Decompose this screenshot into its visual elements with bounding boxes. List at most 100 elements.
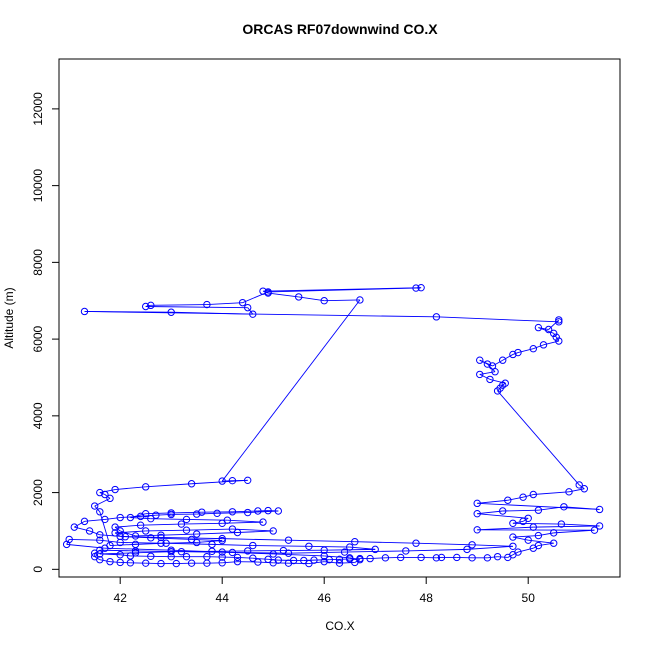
y-axis-label: Altitude (m) bbox=[2, 287, 16, 348]
series-segment bbox=[492, 359, 503, 367]
x-tick-label: 46 bbox=[318, 591, 332, 605]
data-point bbox=[550, 329, 558, 338]
data-point bbox=[172, 559, 181, 568]
y-tick-label: 6000 bbox=[31, 325, 45, 352]
data-point bbox=[233, 528, 242, 537]
series-segment bbox=[512, 535, 539, 538]
series-segment bbox=[120, 530, 136, 537]
data-point bbox=[62, 540, 71, 549]
data-point bbox=[147, 514, 155, 523]
data-point bbox=[264, 288, 272, 296]
y-tick-label: 10000 bbox=[31, 169, 45, 203]
series-segment bbox=[94, 497, 111, 507]
data-point bbox=[238, 298, 247, 307]
data-point bbox=[432, 554, 441, 562]
series-segment bbox=[288, 551, 345, 554]
series-segment bbox=[99, 549, 136, 552]
series-segment bbox=[568, 488, 585, 493]
data-point bbox=[193, 538, 201, 547]
series-segment bbox=[436, 316, 559, 323]
data-point bbox=[476, 356, 484, 364]
series-segment bbox=[252, 545, 309, 547]
data-point bbox=[340, 548, 349, 556]
data-point bbox=[121, 533, 130, 541]
data-point bbox=[228, 476, 237, 485]
data-point bbox=[305, 542, 313, 551]
series-segment bbox=[94, 505, 101, 513]
data-point bbox=[473, 499, 481, 508]
series-segment bbox=[466, 545, 513, 550]
data-point bbox=[325, 556, 333, 564]
data-point bbox=[550, 539, 558, 547]
data-point bbox=[96, 546, 104, 554]
data-point bbox=[356, 296, 364, 304]
series-segment bbox=[533, 491, 570, 495]
data-point bbox=[228, 525, 237, 533]
data-point bbox=[157, 533, 165, 542]
data-point bbox=[539, 341, 548, 349]
data-point bbox=[96, 508, 104, 516]
data-point bbox=[187, 559, 196, 567]
series-segment bbox=[487, 363, 496, 373]
data-point bbox=[167, 510, 175, 519]
data-point bbox=[80, 307, 89, 316]
data-point bbox=[397, 553, 405, 562]
data-point bbox=[147, 534, 155, 542]
data-point bbox=[264, 555, 272, 564]
data-point bbox=[269, 527, 277, 535]
series-segment bbox=[115, 530, 146, 534]
series-segment bbox=[196, 532, 238, 535]
data-point bbox=[514, 348, 522, 357]
data-point bbox=[402, 547, 410, 555]
data-point bbox=[575, 481, 583, 489]
data-point bbox=[412, 539, 420, 547]
data-point bbox=[218, 477, 226, 485]
data-point bbox=[218, 559, 226, 567]
data-point bbox=[126, 513, 135, 522]
data-point bbox=[544, 325, 553, 334]
data-point bbox=[203, 559, 211, 567]
series-segment bbox=[268, 287, 417, 293]
series-segment bbox=[517, 547, 534, 553]
series-segment bbox=[135, 551, 172, 554]
data-point bbox=[254, 558, 262, 566]
series-segment bbox=[538, 327, 554, 334]
y-tick-label: 0 bbox=[31, 566, 45, 573]
series-segment bbox=[339, 561, 355, 564]
data-point bbox=[111, 523, 119, 531]
series-segment bbox=[533, 525, 600, 528]
data-point bbox=[476, 370, 484, 379]
data-point bbox=[208, 547, 216, 555]
data-point bbox=[529, 523, 537, 531]
y-axis: 0 2000 4000 6000 8000 10000 12000 bbox=[31, 92, 60, 573]
series-segment bbox=[99, 511, 111, 546]
data-point bbox=[437, 553, 446, 562]
data-point bbox=[101, 490, 109, 499]
data-point bbox=[565, 488, 573, 496]
series-segment bbox=[99, 534, 126, 538]
data-point bbox=[274, 507, 282, 515]
series-segment bbox=[298, 296, 325, 302]
series-segment bbox=[268, 292, 299, 298]
series-segment bbox=[74, 526, 90, 532]
series-segment bbox=[528, 539, 554, 544]
data-point bbox=[590, 526, 599, 534]
series-segment bbox=[512, 536, 529, 541]
data-point bbox=[381, 554, 390, 562]
data-point bbox=[228, 548, 237, 557]
series-segment bbox=[354, 541, 417, 544]
data-point bbox=[244, 476, 252, 485]
series-segment bbox=[472, 544, 513, 547]
data-point bbox=[555, 337, 563, 345]
data-point bbox=[106, 557, 114, 566]
data-point bbox=[126, 559, 135, 567]
data-point bbox=[136, 512, 145, 521]
data-point bbox=[218, 534, 226, 543]
data-point bbox=[320, 552, 328, 560]
data-point bbox=[91, 502, 99, 510]
series-segment bbox=[222, 538, 289, 541]
series-segment bbox=[66, 543, 105, 549]
data-point bbox=[167, 546, 175, 554]
series-segment bbox=[145, 306, 248, 309]
series-segment bbox=[89, 530, 100, 536]
